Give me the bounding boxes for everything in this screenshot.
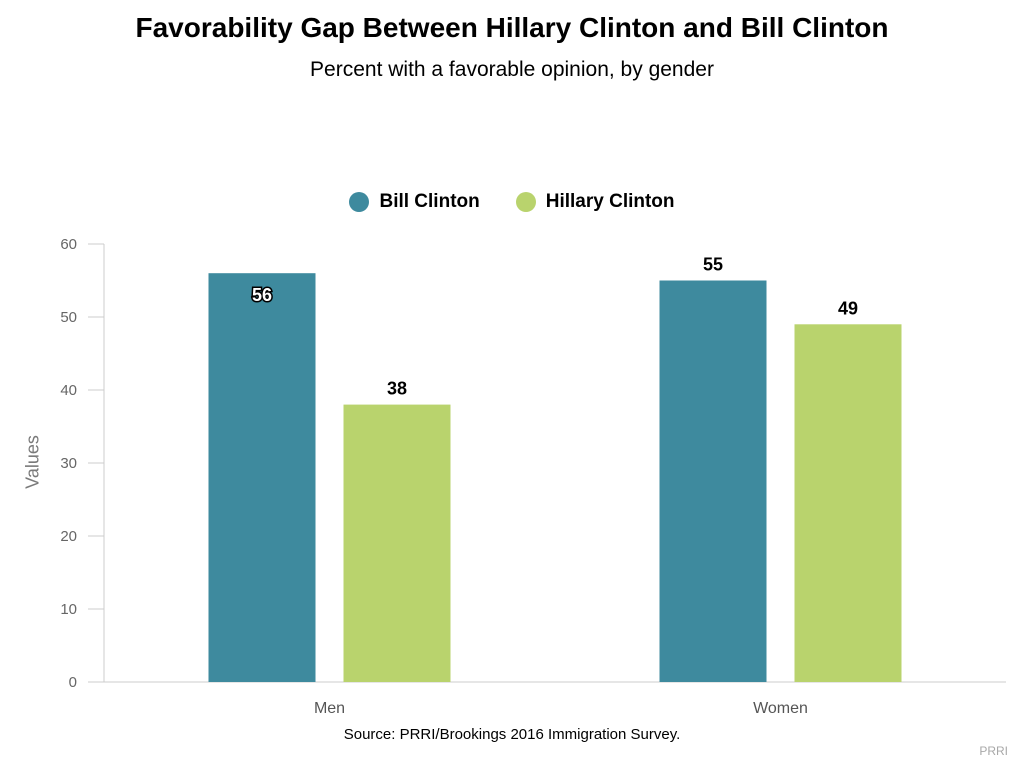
x-tick-label: Women (753, 700, 808, 717)
chart-legend: Bill Clinton Hillary Clinton (0, 191, 1024, 213)
bar (794, 324, 902, 682)
y-tick-label: 60 (60, 236, 77, 253)
y-tick-label: 0 (69, 674, 77, 691)
legend-item-hillary[interactable]: Hillary Clinton (515, 191, 675, 213)
data-label: 38 (387, 379, 407, 399)
legend-item-bill[interactable]: Bill Clinton (349, 191, 480, 213)
legend-label-hillary: Hillary Clinton (545, 191, 675, 212)
x-tick-label: Men (314, 700, 345, 717)
bar (343, 404, 451, 682)
legend-swatch-hillary (515, 192, 536, 212)
data-label: 49 (838, 298, 858, 318)
bar (659, 280, 767, 682)
y-tick-label: 50 (60, 309, 77, 326)
bar (208, 273, 316, 682)
legend-swatch-bill (349, 192, 370, 212)
y-tick-label: 10 (60, 601, 77, 618)
chart-subtitle: Percent with a favorable opinion, by gen… (310, 58, 714, 81)
y-tick-label: 40 (60, 382, 77, 399)
source-note: Source: PRRI/Brookings 2016 Immigration … (343, 726, 681, 743)
y-tick-label: 30 (60, 455, 77, 472)
credit-label: PRRI (979, 744, 1008, 758)
data-label: 56 (252, 285, 272, 305)
y-tick-label: 20 (60, 528, 77, 545)
chart-title: Favorability Gap Between Hillary Clinton… (135, 12, 889, 43)
data-label: 55 (703, 255, 723, 275)
legend-label-bill: Bill Clinton (379, 191, 480, 212)
